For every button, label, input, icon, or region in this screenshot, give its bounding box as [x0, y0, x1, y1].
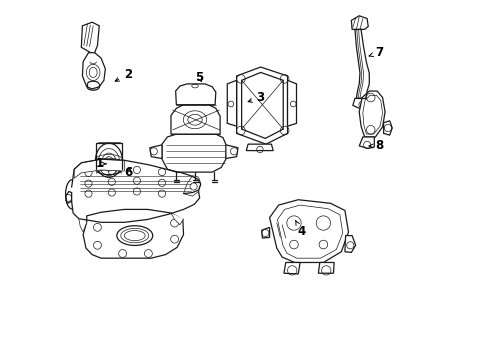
Text: 2: 2 — [115, 68, 132, 81]
Polygon shape — [351, 16, 367, 30]
Polygon shape — [261, 227, 269, 238]
Polygon shape — [183, 176, 201, 196]
Polygon shape — [352, 98, 368, 108]
Polygon shape — [287, 80, 296, 126]
Polygon shape — [269, 200, 348, 262]
Polygon shape — [236, 67, 287, 144]
Polygon shape — [241, 72, 283, 138]
Polygon shape — [171, 105, 220, 134]
Polygon shape — [277, 205, 342, 258]
Polygon shape — [81, 22, 99, 54]
Polygon shape — [149, 145, 162, 158]
Polygon shape — [227, 80, 236, 126]
Text: 5: 5 — [195, 71, 203, 84]
Text: 4: 4 — [295, 220, 305, 238]
Polygon shape — [225, 145, 238, 158]
Polygon shape — [359, 137, 373, 148]
Polygon shape — [359, 91, 384, 137]
Polygon shape — [162, 134, 226, 172]
Polygon shape — [79, 219, 86, 232]
Polygon shape — [246, 144, 273, 150]
Polygon shape — [362, 95, 382, 134]
Text: 1: 1 — [95, 157, 106, 170]
Text: 3: 3 — [248, 91, 264, 104]
Polygon shape — [171, 213, 183, 225]
Text: 6: 6 — [123, 166, 132, 179]
Polygon shape — [82, 53, 105, 89]
Polygon shape — [284, 262, 300, 274]
Text: 7: 7 — [368, 46, 382, 59]
Polygon shape — [74, 159, 124, 178]
Polygon shape — [175, 84, 215, 105]
Polygon shape — [318, 262, 333, 273]
Polygon shape — [383, 121, 391, 135]
Text: 8: 8 — [368, 139, 382, 152]
Polygon shape — [83, 210, 183, 258]
Polygon shape — [66, 192, 72, 203]
Polygon shape — [344, 235, 355, 252]
